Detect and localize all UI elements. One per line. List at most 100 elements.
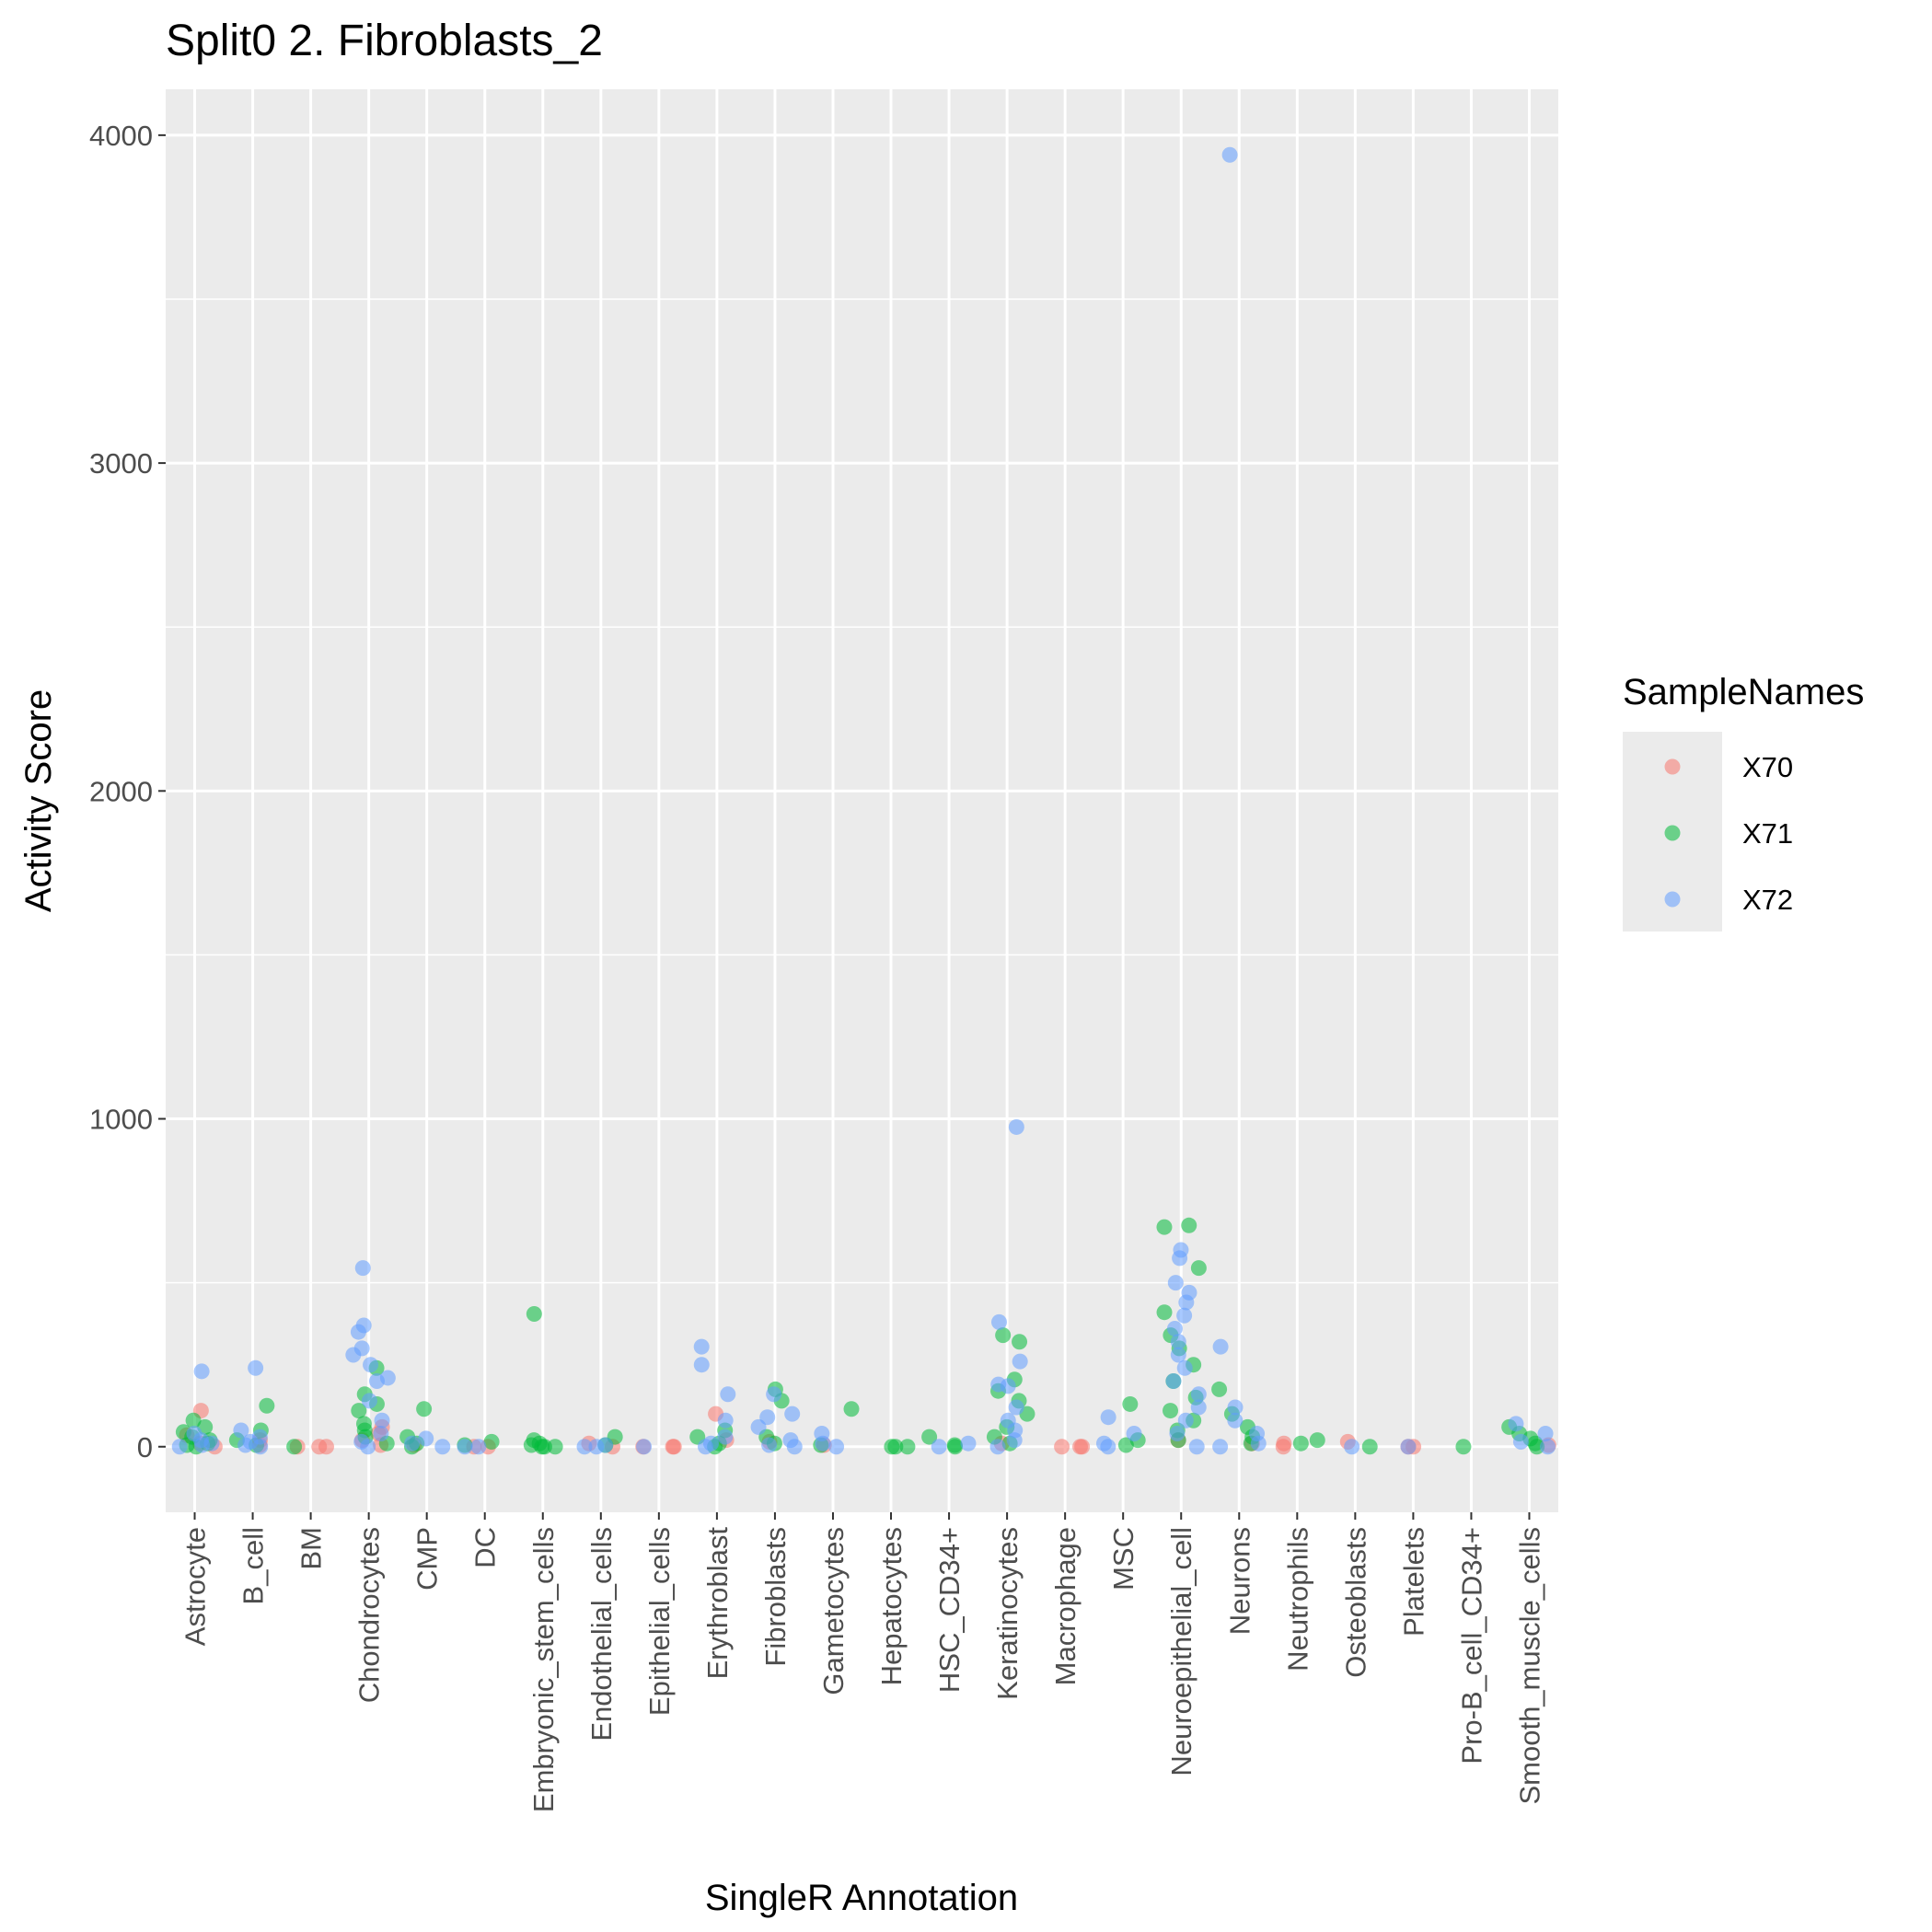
data-point-x72 (1172, 1250, 1188, 1267)
data-point-x72 (588, 1439, 605, 1455)
data-point-x70 (1054, 1439, 1070, 1455)
data-point-x72 (470, 1439, 487, 1455)
data-points (171, 146, 1556, 1455)
x-tick-label: Neutrophils (1281, 1527, 1313, 1672)
legend: SampleNames X70 X71 X72 (1623, 672, 1864, 931)
data-point-x70 (1072, 1439, 1089, 1455)
data-point-x72 (1344, 1439, 1360, 1455)
x-tick-label: DC (469, 1527, 502, 1568)
data-point-x72 (1165, 1373, 1182, 1390)
data-point-x71 (1292, 1435, 1309, 1452)
data-point-x71 (1181, 1217, 1197, 1233)
data-point-x71 (1163, 1403, 1179, 1419)
data-point-x72 (1100, 1409, 1116, 1426)
data-point-x72 (1008, 1118, 1024, 1135)
data-point-x71 (536, 1439, 552, 1455)
data-point-x71 (1309, 1432, 1325, 1449)
data-point-x71 (921, 1429, 938, 1445)
data-point-x71 (526, 1305, 542, 1322)
data-point-x72 (1100, 1439, 1116, 1455)
x-tick-label: Astrocyte (179, 1527, 212, 1646)
data-point-x72 (717, 1412, 734, 1429)
data-point-x72 (354, 1260, 371, 1277)
data-point-x72 (697, 1439, 713, 1455)
data-point-x72 (248, 1359, 264, 1376)
data-point-x72 (1176, 1359, 1193, 1376)
data-point-x72 (237, 1437, 254, 1453)
data-point-x72 (576, 1439, 593, 1455)
x-tick-label: Embryonic_stem_cells (527, 1527, 560, 1812)
data-point-x72 (693, 1338, 710, 1355)
legend-key-x70 (1664, 758, 1681, 775)
data-point-x72 (194, 1437, 211, 1453)
data-point-x72 (761, 1437, 778, 1453)
x-tick-label: Smooth_muscle_cells (1513, 1527, 1545, 1805)
data-point-x72 (784, 1406, 801, 1422)
data-point-x72 (636, 1439, 653, 1455)
legend-label: X71 (1742, 817, 1793, 850)
data-point-x72 (360, 1439, 376, 1455)
data-point-x72 (1227, 1412, 1244, 1429)
legend-key-x72 (1664, 891, 1681, 908)
y-tick-label: 2000 (89, 775, 153, 807)
data-point-x72 (193, 1363, 210, 1380)
legend-key-x71 (1664, 825, 1681, 841)
data-point-x72 (1540, 1439, 1556, 1455)
data-point-x71 (351, 1403, 367, 1419)
data-point-x72 (171, 1439, 188, 1455)
data-point-x71 (1156, 1219, 1173, 1235)
data-point-x72 (434, 1439, 451, 1455)
x-axis-ticks: Astrocyte B_cell BM Chondrocytes CMP DC Embryo… (179, 1512, 1545, 1812)
y-axis-ticks: 0 1000 2000 3000 4000 (89, 120, 166, 1463)
data-point-x72 (766, 1386, 782, 1403)
data-point-x71 (947, 1439, 964, 1455)
data-point-x72 (1166, 1321, 1183, 1337)
data-point-x72 (1190, 1399, 1207, 1416)
data-point-x71 (547, 1439, 563, 1455)
x-tick-label: Platelets (1397, 1527, 1429, 1637)
data-point-x72 (828, 1439, 845, 1455)
data-point-x71 (483, 1433, 500, 1450)
y-tick-label: 4000 (89, 120, 153, 152)
data-point-x72 (1190, 1386, 1207, 1403)
grid-lines (166, 89, 1558, 1512)
data-point-x71 (1211, 1381, 1228, 1397)
data-point-x71 (1012, 1334, 1028, 1350)
data-point-x72 (1000, 1378, 1016, 1394)
x-tick-label: Erythroblast (701, 1527, 734, 1680)
y-tick-label: 3000 (89, 447, 153, 480)
data-point-x70 (665, 1439, 681, 1455)
data-point-x72 (931, 1439, 947, 1455)
data-point-x72 (1170, 1347, 1186, 1363)
x-tick-label: Endothelial_cells (585, 1527, 618, 1741)
x-tick-label: Neuroepithelial_cell (1165, 1527, 1197, 1776)
data-point-x72 (363, 1357, 379, 1373)
data-point-x72 (1512, 1433, 1529, 1450)
data-point-x72 (693, 1357, 710, 1373)
data-point-x72 (1188, 1439, 1205, 1455)
data-point-x71 (843, 1401, 860, 1417)
data-point-x72 (1012, 1353, 1028, 1370)
y-axis-title: Activity Score (18, 689, 59, 912)
data-point-x72 (1400, 1439, 1417, 1455)
data-point-x72 (252, 1439, 269, 1455)
data-point-x72 (404, 1435, 421, 1452)
data-point-x71 (259, 1397, 275, 1414)
x-tick-label: Hepatocytes (875, 1527, 908, 1685)
data-point-x71 (1190, 1260, 1207, 1277)
legend-title: SampleNames (1623, 672, 1864, 712)
data-point-x72 (233, 1422, 249, 1439)
data-point-x72 (1167, 1275, 1184, 1291)
data-point-x71 (995, 1327, 1012, 1344)
x-tick-label: Fibroblasts (759, 1527, 792, 1667)
data-point-x72 (373, 1426, 389, 1442)
y-tick-label: 0 (137, 1431, 153, 1463)
data-point-x71 (1117, 1437, 1134, 1453)
data-point-x72 (717, 1429, 734, 1445)
chart-title: Split0 2. Fibroblasts_2 (166, 17, 603, 65)
data-point-x72 (991, 1313, 1008, 1330)
legend-label: X70 (1742, 751, 1793, 783)
x-tick-label: Keratinocytes (991, 1527, 1024, 1700)
data-point-x71 (899, 1439, 916, 1455)
